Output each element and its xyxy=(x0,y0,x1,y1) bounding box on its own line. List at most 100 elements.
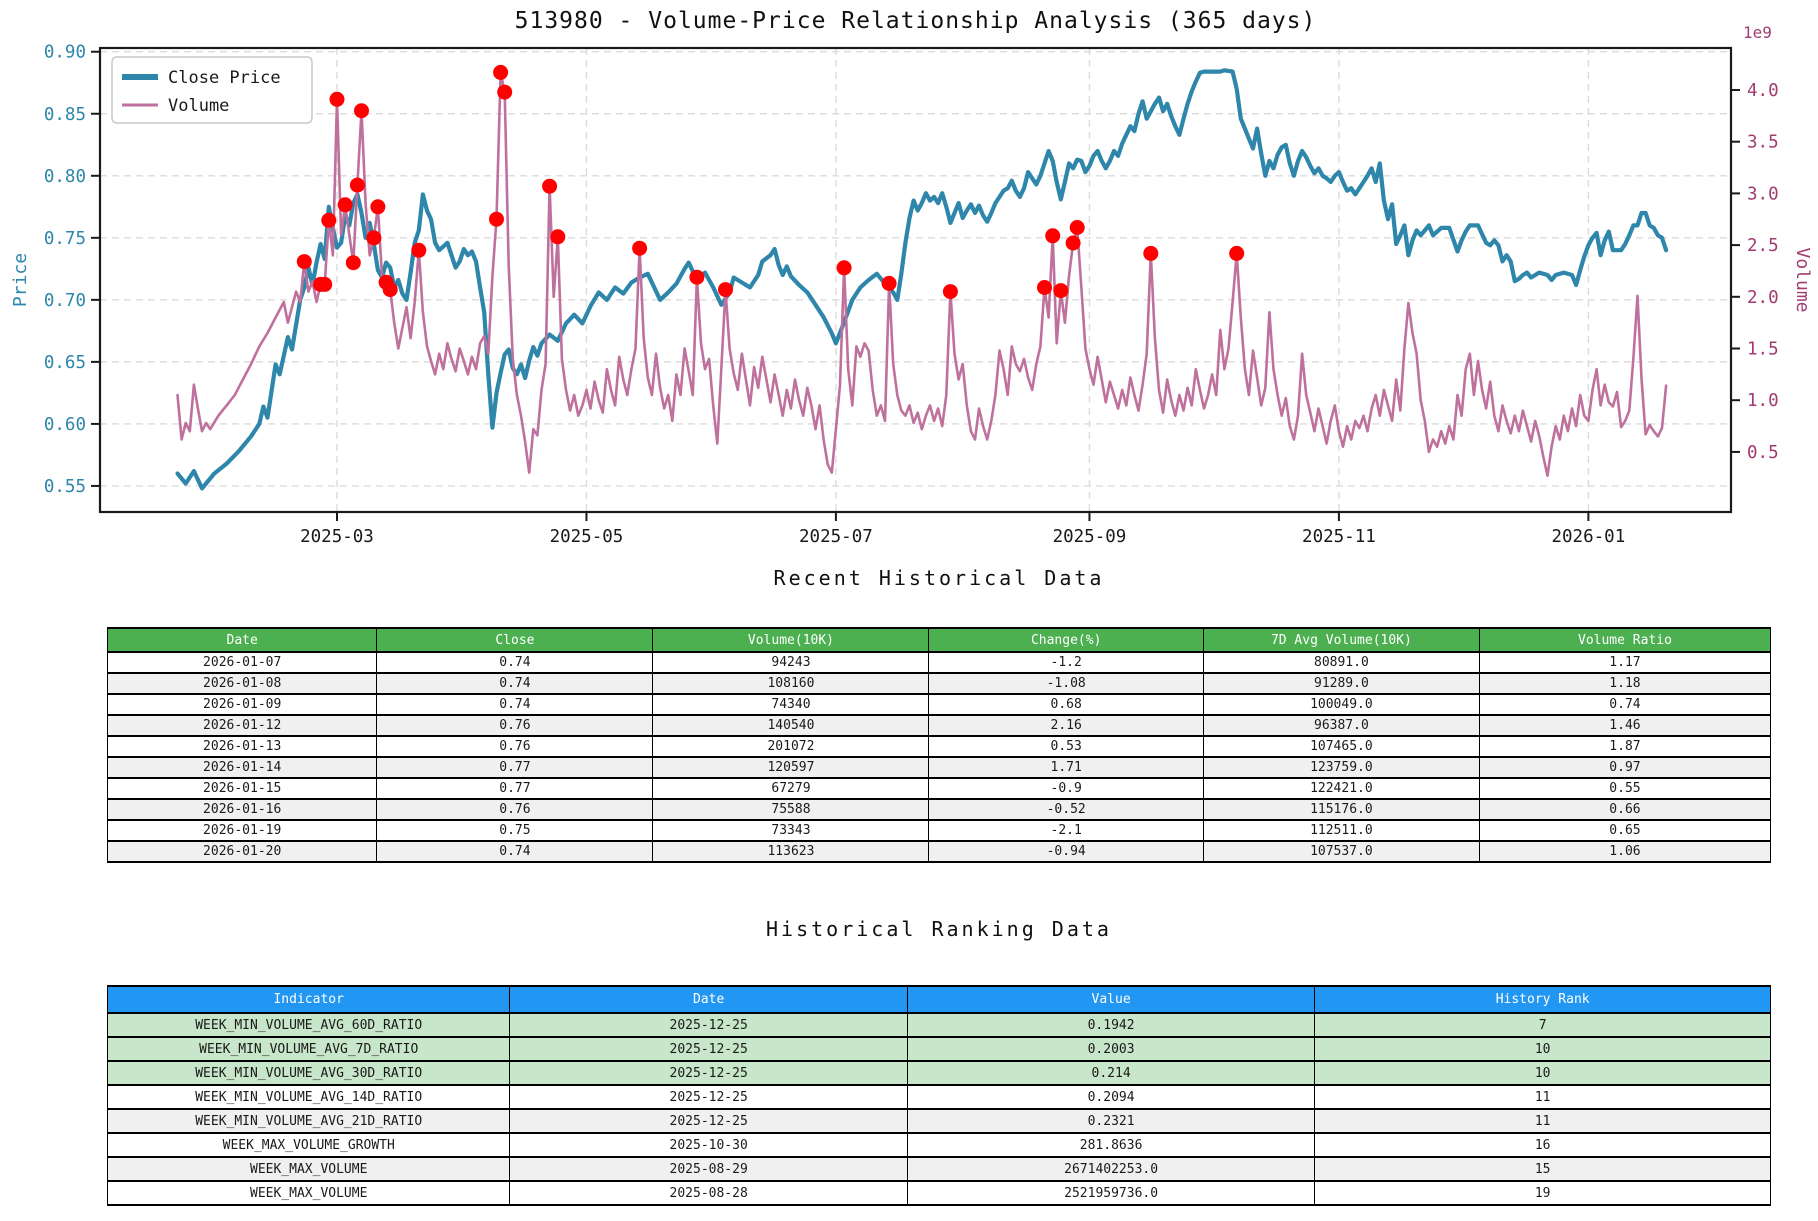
anomaly-dot xyxy=(317,276,333,292)
table-cell: 201072 xyxy=(652,735,930,758)
table-cell: 2026-01-19 xyxy=(106,819,378,842)
table-cell: 0.1942 xyxy=(906,1012,1316,1038)
table-cell: 2026-01-09 xyxy=(106,693,378,716)
table-cell: 1.46 xyxy=(1478,714,1772,737)
anomaly-dot xyxy=(354,103,369,119)
table-header-row: Indicator Date Value History Rank xyxy=(106,985,1771,1014)
table-cell: 120597 xyxy=(652,756,930,779)
anomaly-dot xyxy=(337,197,353,213)
volume-tick-label: 2.0 xyxy=(1747,288,1779,308)
table-cell: WEEK_MIN_VOLUME_AVG_7D_RATIO xyxy=(106,1036,511,1062)
anomaly-dot xyxy=(1053,283,1069,299)
table-cell: 11 xyxy=(1314,1084,1771,1110)
table-cell: 2025-12-25 xyxy=(509,1036,908,1062)
price-tick-label: 0.70 xyxy=(44,291,86,311)
anomaly-dot xyxy=(1143,245,1159,261)
anomaly-dot xyxy=(366,230,382,246)
volume-axis-label: Volume xyxy=(1792,247,1813,312)
table-cell: 91289.0 xyxy=(1202,672,1480,695)
table-cell: 2026-01-13 xyxy=(106,735,378,758)
table-cell: 140540 xyxy=(652,714,930,737)
column-header: Date xyxy=(106,627,378,653)
table-cell: 2025-08-29 xyxy=(509,1156,908,1182)
volume-offset-label: 1e9 xyxy=(1743,23,1772,42)
table-cell: 2025-08-28 xyxy=(509,1180,908,1206)
price-tick-label: 0.80 xyxy=(44,167,86,187)
table-cell: 1.87 xyxy=(1478,735,1772,758)
table-cell: 1.71 xyxy=(928,756,1204,779)
table-cell: 0.2321 xyxy=(906,1108,1316,1134)
table-cell: 19 xyxy=(1314,1180,1771,1206)
table-cell: -0.94 xyxy=(928,840,1204,863)
table-cell: 74340 xyxy=(652,693,930,716)
anomaly-dot xyxy=(689,269,705,285)
table-cell: 1.06 xyxy=(1478,840,1772,863)
table-cell: 2025-12-25 xyxy=(509,1108,908,1134)
anomaly-dot xyxy=(1065,235,1081,251)
anomaly-dot xyxy=(550,229,566,245)
table-header-row: Date Close Volume(10K) Change(%) 7D Avg Volu… xyxy=(106,627,1772,653)
table-cell: 80891.0 xyxy=(1202,651,1480,674)
table-cell: 1.17 xyxy=(1478,651,1772,674)
anomaly-dot xyxy=(370,199,386,215)
volume-tick-label: 1.0 xyxy=(1747,391,1779,411)
table-cell: 115176.0 xyxy=(1202,798,1480,821)
table-row: WEEK_MIN_VOLUME_AVG_60D_RATIO 2025-12-25 0… xyxy=(106,1012,1771,1038)
table-cell: -0.52 xyxy=(928,798,1204,821)
volume-line xyxy=(176,71,1668,478)
table-cell: 2025-12-25 xyxy=(509,1012,908,1038)
table-row: 2026-01-19 0.75 73343 -2.1 112511.0 0.65 xyxy=(106,819,1772,842)
table-row: WEEK_MIN_VOLUME_AVG_7D_RATIO 2025-12-25 0.… xyxy=(106,1036,1771,1062)
anomaly-dot xyxy=(296,254,312,270)
table-cell: 75588 xyxy=(652,798,930,821)
table-cell: 108160 xyxy=(652,672,930,695)
anomaly-dot xyxy=(632,240,648,256)
table-cell: 7 xyxy=(1314,1012,1771,1038)
table-cell: 67279 xyxy=(652,777,930,800)
date-tick-label: 2025-05 xyxy=(550,527,624,547)
table-cell: 2026-01-20 xyxy=(106,840,378,863)
volume-tick-label: 4.0 xyxy=(1747,81,1779,101)
volume-tick-label: 0.5 xyxy=(1747,443,1779,463)
anomaly-dot xyxy=(345,255,361,271)
price-tick-label: 0.65 xyxy=(44,353,86,373)
legend-label: Volume xyxy=(168,96,229,116)
column-header: Volume(10K) xyxy=(652,627,930,653)
table-cell: 10 xyxy=(1314,1060,1771,1086)
table-cell: 0.65 xyxy=(1478,819,1772,842)
table-cell: 122421.0 xyxy=(1202,777,1480,800)
table-cell: 107465.0 xyxy=(1202,735,1480,758)
volume-tick-label: 1.5 xyxy=(1747,340,1779,360)
table-row: 2026-01-12 0.76 140540 2.16 96387.0 1.46 xyxy=(106,714,1772,737)
table-cell: 2026-01-14 xyxy=(106,756,378,779)
chart-title: 513980 - Volume-Price Relationship Analy… xyxy=(515,8,1317,34)
anomaly-dot xyxy=(942,284,958,300)
column-header: Volume Ratio xyxy=(1478,627,1772,653)
price-axis-label: Price xyxy=(10,253,31,307)
anomaly-dot xyxy=(1037,280,1052,295)
table-cell: 11 xyxy=(1314,1108,1771,1134)
table-cell: WEEK_MIN_VOLUME_AVG_30D_RATIO xyxy=(106,1060,511,1086)
date-tick-label: 2025-11 xyxy=(1302,527,1376,547)
plot-frame xyxy=(98,46,1733,514)
table-cell: WEEK_MIN_VOLUME_AVG_60D_RATIO xyxy=(106,1012,511,1038)
table-cell: 0.53 xyxy=(928,735,1204,758)
table-cell: WEEK_MIN_VOLUME_AVG_21D_RATIO xyxy=(106,1108,511,1134)
table-cell: 2026-01-08 xyxy=(106,672,378,695)
date-tick-label: 2025-03 xyxy=(300,527,374,547)
ranking-data-title: Historical Ranking Data xyxy=(766,917,1112,941)
table-row: 2026-01-08 0.74 108160 -1.08 91289.0 1.18 xyxy=(106,672,1772,695)
column-header: Close xyxy=(376,627,654,653)
table-cell: 113623 xyxy=(652,840,930,863)
table-cell: WEEK_MIN_VOLUME_AVG_14D_RATIO xyxy=(106,1084,511,1110)
table-cell: 0.76 xyxy=(376,714,654,737)
table-cell: 0.74 xyxy=(376,651,654,674)
anomaly-dot xyxy=(411,242,427,258)
anomaly-dot xyxy=(321,212,337,228)
ranking-data-table: Indicator Date Value History Rank WEEK_MIN_… xyxy=(106,985,1771,1206)
anomaly-dot xyxy=(1069,220,1085,235)
table-cell: 2026-01-12 xyxy=(106,714,378,737)
anomaly-dot xyxy=(497,84,513,100)
table-cell: 0.75 xyxy=(376,819,654,842)
